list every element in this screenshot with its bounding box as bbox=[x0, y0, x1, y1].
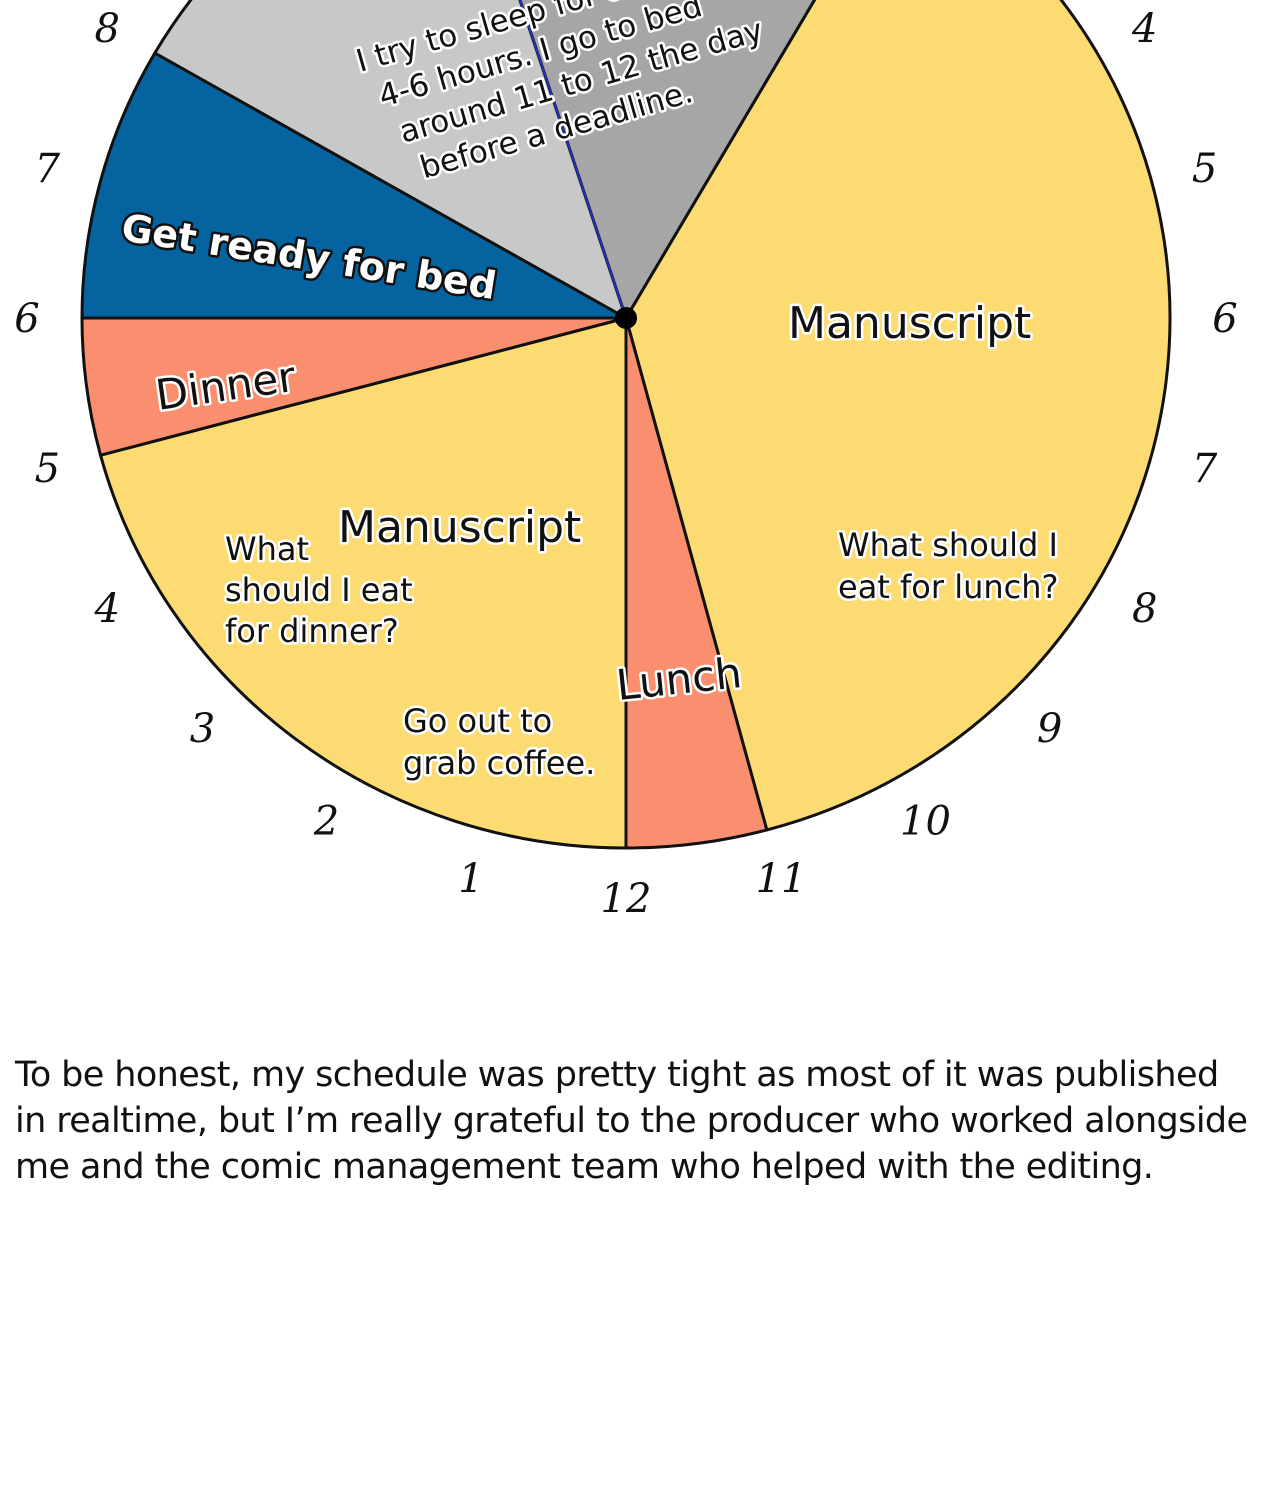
coffee-note-line-2: grab coffee. bbox=[403, 744, 595, 782]
lunch-note-line-1: What should I bbox=[838, 526, 1058, 564]
clock-tick-label: 6 bbox=[14, 296, 39, 342]
pie-slice-get-ready-for-bed-4 bbox=[80, 50, 632, 320]
pie-slice-sleep-5 bbox=[152, 0, 629, 322]
clock-tick-label: 5 bbox=[35, 446, 60, 492]
clock-tick-label: 4 bbox=[1131, 6, 1157, 52]
slice-label-manuscript-morning: Manuscript bbox=[788, 298, 1031, 349]
coffee-note-line-1: Go out to bbox=[403, 702, 552, 740]
clock-tick-label: 8 bbox=[95, 6, 120, 52]
dinner-note-line-2: should I eat bbox=[225, 571, 413, 609]
bedtime-marker-line bbox=[518, 0, 627, 319]
pie-slice-manuscript-2 bbox=[98, 316, 628, 850]
clock-tick-label: 10 bbox=[900, 798, 951, 844]
body-paragraph: To be honest, my schedule was pretty tig… bbox=[15, 1055, 1248, 1187]
lunch-note-line-2: eat for lunch? bbox=[838, 568, 1059, 606]
dinner-note-line-3: for dinner? bbox=[225, 612, 399, 650]
clock-tick-label: 7 bbox=[1192, 446, 1218, 492]
clock-tick-label: 2 bbox=[313, 798, 339, 844]
clock-tick-label: 6 bbox=[1212, 296, 1237, 342]
clock-tick-label: 1 bbox=[458, 856, 483, 902]
clock-tick-label: 8 bbox=[1132, 586, 1157, 632]
pie-slice-manuscript-0 bbox=[624, 0, 1172, 832]
center-dot bbox=[615, 307, 637, 329]
dinner-note-line-1: What bbox=[225, 530, 309, 568]
slice-label-manuscript-afternoon: Manuscript bbox=[338, 502, 581, 553]
clock-tick-label: 7 bbox=[35, 146, 61, 192]
clock-tick-label: 3 bbox=[190, 706, 215, 752]
clock-tick-label: 5 bbox=[1192, 146, 1217, 192]
clock-tick-label: 12 bbox=[601, 876, 652, 922]
clock-tick-label: 9 bbox=[1037, 706, 1062, 752]
pie-slice-sleep-6 bbox=[518, 0, 817, 322]
clock-tick-label: 11 bbox=[756, 856, 807, 902]
clock-tick-label: 4 bbox=[94, 586, 120, 632]
